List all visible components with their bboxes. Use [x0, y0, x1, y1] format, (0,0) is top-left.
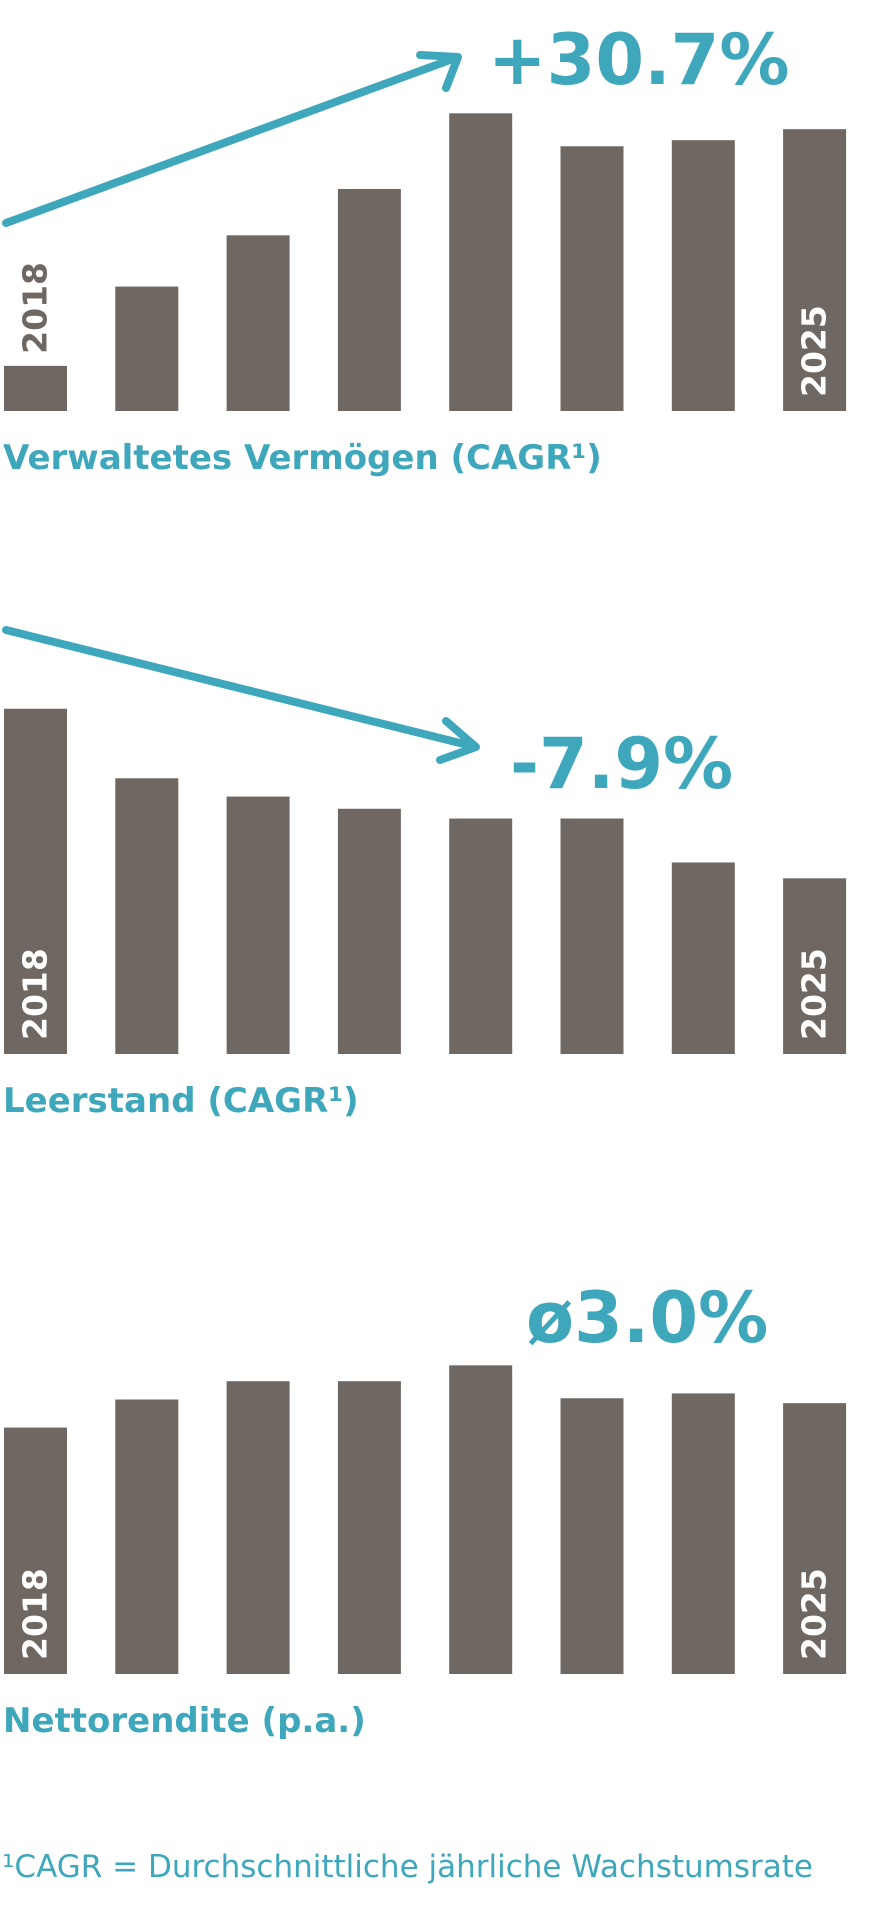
x-tick-label: 2018 [16, 1568, 55, 1660]
bar [115, 1399, 179, 1674]
bar [226, 235, 290, 411]
bar [560, 1398, 624, 1674]
bar [115, 286, 179, 411]
x-tick-label: 2025 [795, 1568, 834, 1660]
annotation: -7.9% [510, 723, 733, 805]
arrow-down [2, 626, 480, 764]
bar [226, 796, 290, 1054]
chart-title: Verwaltetes Vermögen (CAGR¹) [3, 438, 602, 478]
bar [671, 140, 735, 411]
bar [449, 1365, 513, 1674]
bar [783, 129, 847, 411]
x-tick-label: 2025 [795, 948, 834, 1040]
bar [449, 818, 513, 1054]
arrow-up [2, 51, 462, 227]
bar [4, 708, 67, 1054]
footnote: ¹CAGR = Durchschnittliche jährliche Wach… [2, 1849, 813, 1885]
bar [783, 1403, 847, 1674]
bar [115, 778, 179, 1054]
bar [671, 1393, 735, 1674]
bar [783, 878, 847, 1054]
chart-title: Leerstand (CAGR¹) [3, 1081, 359, 1121]
bar [337, 1381, 401, 1674]
bar [337, 188, 401, 411]
bar [226, 1381, 290, 1674]
x-tick-label: 2018 [16, 262, 55, 354]
bar [560, 818, 624, 1054]
x-tick-label: 2025 [795, 305, 834, 397]
bar [4, 365, 67, 411]
annotation: ø3.0% [526, 1277, 768, 1359]
chart-title: Nettorendite (p.a.) [3, 1701, 366, 1741]
bar [337, 808, 401, 1054]
bar [560, 146, 624, 411]
bar [449, 113, 513, 411]
x-tick-label: 2018 [16, 948, 55, 1040]
bar [671, 862, 735, 1054]
bar [4, 1427, 67, 1674]
annotation: +30.7% [488, 19, 790, 101]
